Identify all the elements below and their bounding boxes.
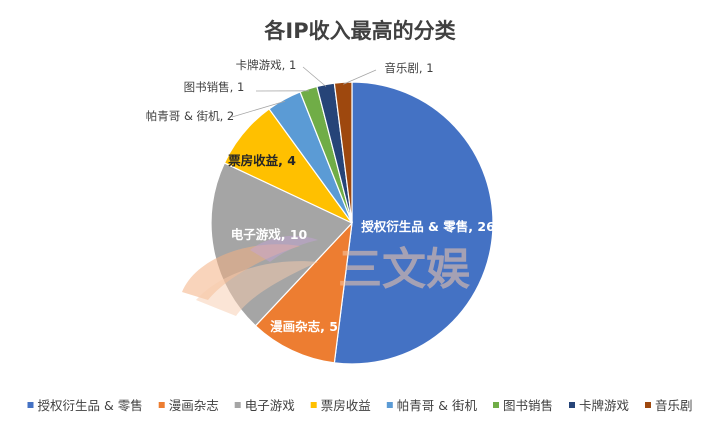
legend-swatch-2 [158,402,165,408]
legend-label-2: 漫画杂志 [169,398,219,413]
legend-item-3: 电子游戏 [234,398,295,413]
data-label-5: 帕青哥 & 街机, 2 [146,109,234,123]
legend: 授权衍生品 & 零售 漫画杂志 电子游戏 票房收益 帕青哥 & 街机 图书销售 卡牌游戏 音乐… [27,398,693,413]
legend-label-7: 卡牌游戏 [579,398,629,413]
watermark-text: 三文娱 [338,244,470,295]
legend-item-2: 漫画杂志 [158,398,219,413]
legend-swatch-6 [493,402,499,408]
legend-item-4: 票房收益 [310,398,371,413]
legend-swatch-1 [27,402,34,408]
data-label-8: 音乐剧, 1 [384,61,433,75]
label-leader-lines [231,66,377,118]
data-label-6: 图书销售, 1 [184,80,245,94]
legend-swatch-8 [645,402,651,408]
watermark-swirl-icon-3 [250,235,318,262]
leader-line-7 [302,66,327,87]
data-label-3: 电子游戏, 10 [231,227,308,242]
data-label-2: 漫画杂志, 5 [270,319,338,334]
legend-item-5: 帕青哥 & 街机 [386,398,478,413]
pie-slice-2 [254,221,353,364]
legend-item-7: 卡牌游戏 [569,398,629,413]
leader-line-8 [343,69,377,85]
data-labels: 授权衍生品 & 零售, 26 漫画杂志, 5 电子游戏, 10 票房收益, 4 帕青哥 … [146,58,495,334]
watermark-swirl-icon-2 [196,261,318,316]
legend-label-5: 帕青哥 & 街机 [397,398,478,413]
data-label-1: 授权衍生品 & 零售, 26 [361,219,495,234]
legend-label-4: 票房收益 [321,398,371,413]
legend-item-1: 授权衍生品 & 零售 [27,398,143,413]
legend-item-6: 图书销售 [493,398,553,413]
legend-label-8: 音乐剧 [655,398,693,413]
pie-slice-1 [333,81,494,365]
data-label-7: 卡牌游戏, 1 [236,58,297,72]
legend-swatch-5 [386,402,393,408]
data-label-4: 票房收益, 4 [228,153,296,168]
legend-label-6: 图书销售 [503,398,553,413]
legend-label-1: 授权衍生品 & 零售 [38,398,143,413]
legend-swatch-7 [569,402,575,408]
leader-line-5 [231,100,286,118]
pie-slice-8 [333,81,353,224]
legend-swatch-4 [310,402,317,408]
legend-label-3: 电子游戏 [245,398,295,413]
chart-title: 各IP收入最高的分类 [263,19,456,43]
legend-swatch-3 [234,402,241,408]
legend-item-8: 音乐剧 [645,398,693,413]
watermark-logo: 三文娱 [182,235,470,316]
